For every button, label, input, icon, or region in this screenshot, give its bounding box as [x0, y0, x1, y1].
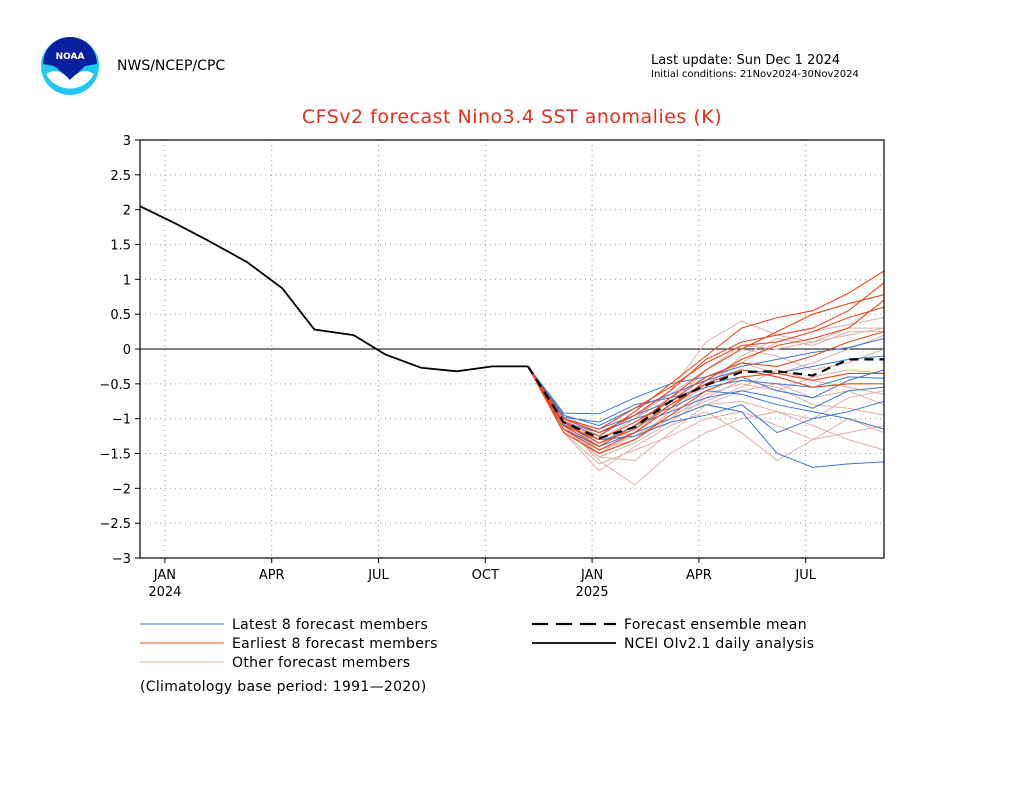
- x-tick-label: APR: [686, 568, 712, 583]
- y-tick-label: 1.5: [110, 239, 131, 254]
- x-tick-label: JUL: [794, 568, 816, 583]
- other-member-line: [527, 366, 885, 472]
- legend-observed-label: NCEI OIv2.1 daily analysis: [624, 636, 814, 652]
- latest-member-line: [527, 366, 885, 468]
- noaa-logo-text: NOAA: [56, 52, 85, 62]
- x-tick-year-label: 2025: [576, 585, 609, 600]
- last-update-label: Last update: Sun Dec 1 2024: [651, 53, 841, 68]
- earliest-member-line: [527, 366, 884, 455]
- y-tick-label: −1.5: [99, 448, 131, 463]
- forecast-members-layer: [527, 270, 885, 486]
- y-tick-label: −2: [112, 482, 131, 497]
- y-tick-label: 0: [123, 343, 131, 358]
- latest-member-line: [527, 366, 885, 423]
- earliest-member-line: [527, 306, 885, 430]
- climatology-note: (Climatology base period: 1991—2020): [140, 679, 426, 695]
- earliest-member-line: [527, 294, 885, 448]
- y-tick-label: −0.5: [99, 378, 131, 393]
- y-tick-label: −1: [112, 413, 131, 428]
- ensemble-mean-line: [527, 358, 884, 440]
- earliest-member-line: [527, 282, 885, 434]
- y-tick-label: 2: [123, 204, 131, 219]
- agency-label: NWS/NCEP/CPC: [117, 58, 226, 74]
- observed-layer: [139, 205, 528, 373]
- latest-member-line: [527, 338, 885, 415]
- chart-title: CFSv2 forecast Nino3.4 SST anomalies (K): [301, 106, 723, 128]
- earliest-member-line: [527, 331, 885, 441]
- x-tick-label: JAN: [153, 568, 176, 583]
- x-tick-label: OCT: [472, 568, 499, 583]
- plot-frame: [139, 139, 885, 559]
- y-tick-label: 1: [123, 273, 131, 288]
- legend-latest-label: Latest 8 forecast members: [232, 617, 428, 633]
- y-tick-label: 3: [123, 134, 131, 149]
- legend: Latest 8 forecast members Earliest 8 fore…: [140, 617, 814, 695]
- initial-conditions-label: Initial conditions: 21Nov2024-30Nov2024: [651, 69, 859, 80]
- y-tick-label: 2.5: [110, 169, 131, 184]
- observed-line: [139, 205, 528, 373]
- legend-other-label: Other forecast members: [232, 655, 410, 671]
- earliest-member-line: [527, 366, 884, 444]
- other-member-line: [527, 366, 885, 486]
- legend-ensemble-mean-label: Forecast ensemble mean: [624, 617, 807, 633]
- axes-layer: 3 2.5 2 1.5 1 0.5 0 −0.5 −1 −1.5 −2 −2.5 −3 JAN 2024 AP…: [99, 134, 885, 600]
- x-tick-label: JAN: [580, 568, 603, 583]
- other-member-line: [527, 366, 885, 455]
- ensemble-mean-layer: [527, 358, 884, 440]
- x-tick-label: APR: [259, 568, 285, 583]
- earliest-member-line: [527, 270, 885, 437]
- y-tick-label: −2.5: [99, 517, 131, 532]
- noaa-logo: NOAA: [41, 37, 99, 95]
- y-tick-label: −3: [112, 552, 131, 567]
- earliest-member-line: [527, 299, 885, 451]
- latest-member-line: [527, 366, 885, 444]
- other-member-line: [527, 366, 885, 451]
- x-tick-label: JUL: [367, 568, 389, 583]
- other-member-line: [527, 366, 885, 465]
- y-tick-label: 0.5: [110, 308, 131, 323]
- x-tick-year-label: 2024: [148, 585, 181, 600]
- legend-earliest-label: Earliest 8 forecast members: [232, 636, 438, 652]
